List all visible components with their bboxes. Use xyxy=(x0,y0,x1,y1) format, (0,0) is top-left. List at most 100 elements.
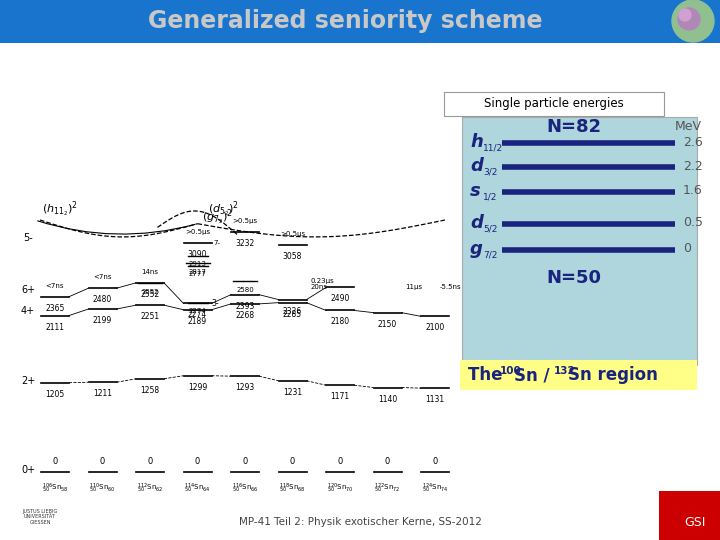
Text: 11/2: 11/2 xyxy=(483,144,503,152)
Text: >0.5μs: >0.5μs xyxy=(233,219,258,225)
Text: 7-: 7- xyxy=(214,240,220,246)
Text: MP-41 Teil 2: Physik exotischer Kerne, SS-2012: MP-41 Teil 2: Physik exotischer Kerne, S… xyxy=(238,517,482,527)
Text: 0: 0 xyxy=(385,457,390,466)
Text: $(h_{11_2})^2$: $(h_{11_2})^2$ xyxy=(42,199,78,219)
Text: 0: 0 xyxy=(100,457,105,466)
Text: 2580: 2580 xyxy=(236,287,254,293)
Text: $(g_{7_2})^2$: $(g_{7_2})^2$ xyxy=(202,207,233,227)
Text: 1293: 1293 xyxy=(235,383,255,392)
Text: The: The xyxy=(468,366,508,384)
Text: 4+: 4+ xyxy=(21,306,35,316)
Text: 1205: 1205 xyxy=(45,390,65,399)
Text: 2274: 2274 xyxy=(189,308,207,314)
Circle shape xyxy=(679,9,691,21)
Text: 2111: 2111 xyxy=(45,322,65,332)
Text: 1131: 1131 xyxy=(426,395,444,404)
Text: 1258: 1258 xyxy=(140,386,160,395)
Text: $^{114}_{50}$Sn$_{64}$: $^{114}_{50}$Sn$_{64}$ xyxy=(184,482,211,495)
Text: 2199: 2199 xyxy=(93,316,112,325)
Text: 2817: 2817 xyxy=(189,269,207,275)
Text: 2552: 2552 xyxy=(141,289,158,295)
Circle shape xyxy=(678,8,700,30)
Text: 2189: 2189 xyxy=(188,317,207,326)
Text: $^{112}_{50}$Sn$_{62}$: $^{112}_{50}$Sn$_{62}$ xyxy=(137,482,163,495)
Text: 2180: 2180 xyxy=(330,318,350,326)
Text: 2251: 2251 xyxy=(140,312,160,321)
Text: 100: 100 xyxy=(500,366,522,376)
Text: 2480: 2480 xyxy=(93,295,112,304)
Text: $^{116}_{50}$Sn$_{66}$: $^{116}_{50}$Sn$_{66}$ xyxy=(232,482,258,495)
Text: 2777: 2777 xyxy=(189,271,207,277)
Text: -5.5ns: -5.5ns xyxy=(440,285,462,291)
FancyBboxPatch shape xyxy=(444,92,664,116)
Text: h: h xyxy=(470,133,483,151)
Text: 5-: 5- xyxy=(23,233,33,243)
Text: 2.2: 2.2 xyxy=(683,159,703,172)
Text: d: d xyxy=(470,157,483,175)
Text: 2268: 2268 xyxy=(235,311,255,320)
Text: N=50: N=50 xyxy=(546,269,601,287)
Text: 2552: 2552 xyxy=(140,290,160,299)
Text: 132: 132 xyxy=(554,366,576,376)
Text: 3058: 3058 xyxy=(283,252,302,261)
Text: 2913: 2913 xyxy=(189,261,207,267)
Text: 2+: 2+ xyxy=(21,376,35,386)
Text: 14ns: 14ns xyxy=(142,269,158,275)
Text: >0.5μs: >0.5μs xyxy=(185,229,210,235)
FancyBboxPatch shape xyxy=(462,117,697,365)
Text: 0: 0 xyxy=(53,457,58,466)
FancyBboxPatch shape xyxy=(0,0,720,43)
Text: N=82: N=82 xyxy=(546,118,602,136)
Text: 1140: 1140 xyxy=(378,395,397,403)
Text: 3-: 3- xyxy=(212,299,219,308)
Text: 11μs: 11μs xyxy=(405,285,423,291)
Text: $^{118}_{50}$Sn$_{68}$: $^{118}_{50}$Sn$_{68}$ xyxy=(279,482,306,495)
Text: 1299: 1299 xyxy=(188,383,207,391)
Circle shape xyxy=(672,0,714,42)
FancyBboxPatch shape xyxy=(460,360,697,390)
Text: 0: 0 xyxy=(433,457,438,466)
Text: $^{124}_{50}$Sn$_{74}$: $^{124}_{50}$Sn$_{74}$ xyxy=(422,482,449,495)
Text: 0.23μs: 0.23μs xyxy=(310,278,334,284)
Text: 1211: 1211 xyxy=(93,389,112,398)
Text: 2326: 2326 xyxy=(283,307,302,315)
Text: 3090: 3090 xyxy=(188,250,207,259)
Text: <7ns: <7ns xyxy=(46,283,64,289)
Text: Sn region: Sn region xyxy=(568,366,658,384)
Text: 20ns: 20ns xyxy=(310,285,328,291)
Text: 2100: 2100 xyxy=(426,323,445,332)
Text: d: d xyxy=(470,214,483,232)
Text: 1231: 1231 xyxy=(283,388,302,397)
Text: 0.5: 0.5 xyxy=(683,217,703,230)
Text: 0+: 0+ xyxy=(21,465,35,475)
Text: $(d_{5_2})^2$: $(d_{5_2})^2$ xyxy=(207,199,238,219)
Text: 1.6: 1.6 xyxy=(683,185,703,198)
Text: 6+: 6+ xyxy=(21,285,35,295)
Text: 0: 0 xyxy=(290,457,295,466)
Text: 0: 0 xyxy=(195,457,200,466)
Text: $^{106}_{50}$Sn$_{58}$: $^{106}_{50}$Sn$_{58}$ xyxy=(42,482,68,495)
Text: Single particle energies: Single particle energies xyxy=(484,98,624,111)
Text: 2.6: 2.6 xyxy=(683,136,703,148)
Text: >0.5μs: >0.5μs xyxy=(280,231,305,238)
Text: 2393: 2393 xyxy=(235,302,255,310)
Text: Sn /: Sn / xyxy=(514,366,555,384)
Text: JUSTUS LIEBIG
UNIVERSITÄT
GIESSEN: JUSTUS LIEBIG UNIVERSITÄT GIESSEN xyxy=(22,509,58,525)
Text: 0: 0 xyxy=(148,457,153,466)
Text: g: g xyxy=(470,240,483,258)
Text: 0: 0 xyxy=(243,457,248,466)
Text: Generalized seniority scheme: Generalized seniority scheme xyxy=(148,9,542,33)
Text: 7/2: 7/2 xyxy=(483,251,498,260)
Text: 0: 0 xyxy=(683,242,691,255)
Text: MeV: MeV xyxy=(675,120,701,133)
Text: 3/2: 3/2 xyxy=(483,167,498,177)
Text: <7ns: <7ns xyxy=(94,274,112,280)
Text: 1171: 1171 xyxy=(330,392,350,401)
Text: 1/2: 1/2 xyxy=(483,192,498,201)
Text: $^{120}_{50}$Sn$_{70}$: $^{120}_{50}$Sn$_{70}$ xyxy=(327,482,354,495)
Text: 2490: 2490 xyxy=(330,294,350,303)
Text: 2285: 2285 xyxy=(283,309,302,319)
Text: 2274: 2274 xyxy=(188,310,207,320)
Text: $^{122}_{50}$Sn$_{72}$: $^{122}_{50}$Sn$_{72}$ xyxy=(374,482,400,495)
Text: $^{110}_{50}$Sn$_{60}$: $^{110}_{50}$Sn$_{60}$ xyxy=(89,482,116,495)
